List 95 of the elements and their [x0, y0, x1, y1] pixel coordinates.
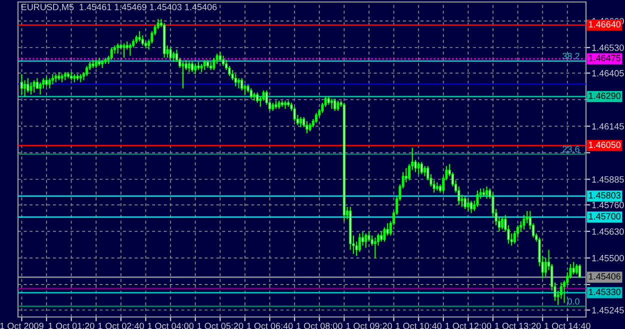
- candlestick: [476, 190, 479, 208]
- x-tick-label: 1 Oct 12:00: [446, 322, 492, 329]
- ref-line-label: 1.45406: [588, 273, 621, 280]
- candlestick: [39, 82, 42, 96]
- candlestick: [244, 84, 246, 96]
- candlestick: [361, 230, 364, 246]
- candlestick: [386, 222, 389, 236]
- annotation: 38.2: [562, 52, 580, 60]
- candlestick: [240, 78, 244, 92]
- candlestick: [116, 42, 120, 54]
- y-tick-label: 1.45245: [592, 307, 624, 314]
- candlestick: [212, 57, 216, 71]
- candlestick: [141, 34, 144, 46]
- candlestick: [334, 98, 336, 112]
- candlestick: [86, 65, 88, 77]
- annotation: 23.6: [562, 146, 580, 152]
- candlestick: [203, 59, 206, 71]
- x-tick-label: 1 Oct 04:00: [148, 322, 194, 329]
- candlestick: [383, 226, 386, 242]
- ref-line-label: 1.45700: [588, 213, 621, 220]
- candlestick: [466, 198, 470, 212]
- candlestick: [575, 264, 578, 275]
- x-tick-label: 1 Oct 01:20: [48, 322, 94, 329]
- candlestick: [420, 161, 423, 175]
- x-tick-label: 1 Oct 05:20: [198, 322, 244, 329]
- x-tick-label: 1 Oct 08:00: [296, 322, 342, 329]
- candlestick: [256, 92, 259, 104]
- y-tick-label: 1.45885: [592, 176, 624, 183]
- ref-line-label: 1.46290: [588, 92, 621, 100]
- candlestick: [26, 78, 30, 94]
- candlestick: [24, 80, 26, 98]
- candlestick: [314, 112, 318, 124]
- y-tick-label: 1.46145: [592, 123, 624, 130]
- candlestick: [284, 100, 287, 110]
- candlestick: [222, 55, 225, 66]
- candlestick: [368, 230, 370, 242]
- candlestick: [51, 74, 54, 85]
- candlestick: [98, 57, 101, 66]
- y-tick-label: 1.45500: [592, 254, 624, 262]
- ref-line-label: 1.45330: [588, 288, 621, 296]
- candlestick: [110, 47, 113, 60]
- ref-line-label: 1.45803: [588, 192, 621, 198]
- x-tick-label: 1 Oct 10:40: [396, 322, 442, 329]
- candlestick: [306, 120, 308, 134]
- candlestick: [138, 30, 141, 42]
- candlestick: [182, 61, 184, 89]
- candlestick: [128, 42, 132, 56]
- candlestick: [45, 76, 48, 87]
- candlestick: [358, 232, 361, 252]
- candlestick: [470, 200, 473, 214]
- candlestick: [501, 216, 504, 230]
- y-tick-label: 1.46530: [592, 44, 624, 51]
- candlestick: [380, 230, 383, 242]
- x-tick-label: 1 Oct 2009: [0, 322, 44, 329]
- candlestick: [336, 100, 340, 112]
- candlestick: [32, 80, 36, 94]
- candlestick: [293, 106, 296, 122]
- candlestick: [572, 261, 575, 275]
- x-tick-label: 1 Oct 13:20: [495, 322, 541, 329]
- candlestick: [20, 74, 23, 96]
- candlestick: [237, 78, 240, 89]
- candlestick: [578, 264, 582, 278]
- y-tick-label: 1.45760: [592, 202, 624, 208]
- ref-line-label: 1.46050: [588, 142, 621, 148]
- candlestick: [250, 88, 252, 100]
- ref-line-label: 1.46475: [588, 54, 621, 62]
- x-tick-label: 1 Oct 02:40: [98, 322, 144, 329]
- candlestick: [169, 47, 172, 60]
- y-tick-label: 1.46405: [592, 70, 624, 76]
- candlestick: [464, 196, 466, 210]
- candlestick: [364, 232, 368, 248]
- candlestick: [172, 51, 175, 62]
- candlestick: [218, 51, 222, 62]
- candlestick: [234, 74, 237, 87]
- candlestick: [190, 61, 194, 73]
- chart-title: EURUSD,M5 1.45461 1.45469 1.45403 1.45406: [22, 4, 217, 12]
- candlestick: [188, 61, 190, 73]
- candlestick: [48, 78, 51, 89]
- annotation: 0.0: [568, 298, 580, 305]
- x-tick-label: 1 Oct 09:20: [346, 322, 392, 329]
- x-tick-label: 1 Oct 14:40: [544, 322, 590, 329]
- y-tick-label: 1.45630: [592, 228, 624, 235]
- candlestick: [486, 186, 488, 200]
- candlestick: [522, 214, 526, 230]
- candlestick: [404, 168, 408, 183]
- candlestick: [194, 63, 197, 75]
- candlestick: [30, 82, 32, 96]
- candlestick: [374, 236, 376, 259]
- x-tick-label: 1 Oct 06:40: [247, 322, 293, 329]
- candlestick: [122, 42, 126, 58]
- candlestick: [330, 98, 334, 110]
- candlestick: [417, 161, 420, 175]
- candlestick: [423, 165, 426, 177]
- candlestick: [299, 116, 302, 128]
- candlestick: [460, 194, 464, 208]
